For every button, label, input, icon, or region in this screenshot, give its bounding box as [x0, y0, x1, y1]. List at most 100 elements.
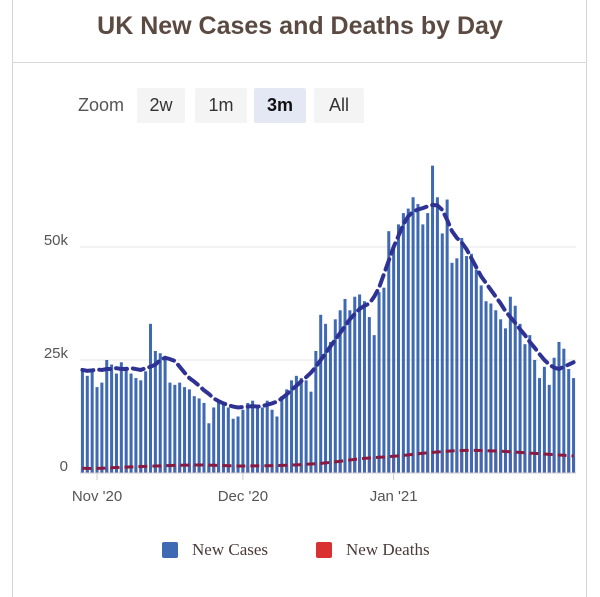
case-bar: [285, 389, 289, 473]
case-bar: [387, 231, 391, 473]
case-bar: [319, 314, 323, 473]
case-bar: [367, 317, 371, 473]
case-bar: [260, 407, 264, 473]
case-bar: [538, 378, 542, 473]
case-bar: [392, 247, 396, 473]
case-bar: [358, 294, 362, 473]
case-bar: [265, 400, 269, 473]
case-bar: [362, 301, 366, 473]
case-bar: [372, 335, 376, 473]
case-bar: [572, 378, 576, 473]
y-tick-label: 50k: [44, 232, 69, 249]
case-bar: [100, 382, 104, 473]
case-bar: [280, 396, 284, 473]
case-bar: [489, 303, 493, 473]
case-bar: [382, 287, 386, 473]
case-bar: [474, 269, 478, 473]
case-bar: [270, 409, 274, 473]
case-bar: [562, 348, 566, 473]
case-bar: [533, 360, 537, 473]
case-bar: [139, 380, 143, 473]
deaths-average-line: [82, 448, 574, 470]
legend-item-new-deaths[interactable]: New Deaths: [316, 540, 430, 560]
zoom-3m-button[interactable]: 3m: [254, 88, 306, 123]
case-bar: [255, 405, 259, 473]
case-bar: [197, 398, 201, 473]
case-bar: [469, 253, 473, 473]
zoom-1m-button[interactable]: 1m: [195, 88, 247, 123]
case-bar: [110, 364, 114, 473]
case-bar: [236, 416, 240, 473]
case-bar: [401, 213, 405, 473]
case-bar: [231, 418, 235, 473]
case-bar: [435, 197, 439, 473]
case-bar: [567, 369, 571, 473]
chart-title: UK New Cases and Deaths by Day: [97, 12, 503, 40]
case-bar: [149, 323, 153, 473]
case-bar: [90, 371, 94, 473]
case-bar: [246, 402, 250, 473]
x-tick-label: Dec '20: [218, 488, 268, 505]
case-bar: [416, 204, 420, 473]
case-bar: [431, 165, 435, 473]
case-bar: [129, 373, 133, 473]
frame-right-border: [586, 0, 587, 597]
case-bar: [221, 402, 225, 473]
case-bar: [226, 407, 230, 473]
legend-label-new-cases: New Cases: [192, 540, 269, 559]
case-bar: [217, 400, 221, 473]
zoom-all-button[interactable]: All: [314, 88, 364, 123]
case-bar: [552, 357, 556, 473]
case-bar: [124, 366, 128, 473]
new-deaths-swatch: [316, 542, 332, 558]
case-bar: [445, 199, 449, 473]
case-bar: [168, 382, 172, 473]
case-bar: [518, 323, 522, 473]
case-bar: [528, 335, 532, 473]
x-axis-labels: Nov '20 Dec '20 Jan '21: [72, 473, 418, 505]
cases-deaths-chart: 0 25k 50k Nov '20 Dec '20 Jan '21: [44, 165, 576, 505]
case-bar: [503, 328, 507, 473]
case-bar: [440, 233, 444, 473]
y-axis-labels: 0 25k 50k: [44, 232, 69, 475]
case-bar: [192, 396, 196, 473]
zoom-2w-button[interactable]: 2w: [137, 88, 185, 123]
case-bar: [465, 256, 469, 473]
case-bar: [484, 301, 488, 473]
case-bar: [158, 353, 162, 473]
case-bar: [513, 305, 517, 473]
legend-item-new-cases[interactable]: New Cases: [162, 540, 268, 560]
legend-label-new-deaths: New Deaths: [346, 540, 430, 559]
case-bar: [144, 371, 148, 473]
case-bar: [377, 292, 381, 473]
case-bar: [212, 407, 216, 473]
case-bar: [202, 402, 206, 473]
title-divider: [12, 62, 587, 63]
case-bar: [348, 310, 352, 473]
case-bar: [455, 258, 459, 473]
y-tick-label: 0: [60, 458, 68, 475]
case-bar: [299, 378, 303, 473]
frame-left-border: [12, 0, 13, 597]
case-bar: [80, 369, 84, 473]
case-bar: [333, 319, 337, 473]
case-bar: [324, 323, 328, 473]
case-bar: [353, 296, 357, 473]
case-bar: [183, 387, 187, 473]
y-tick-label: 25k: [44, 345, 69, 362]
case-bar: [173, 384, 177, 473]
case-bar: [494, 310, 498, 473]
case-bar: [314, 350, 318, 473]
case-bar: [309, 391, 313, 473]
case-bar: [114, 373, 118, 473]
case-bar: [119, 362, 123, 473]
case-bar: [406, 208, 410, 473]
case-bar: [411, 197, 415, 473]
case-bar: [134, 378, 138, 473]
case-bar: [542, 366, 546, 473]
case-bar: [421, 224, 425, 473]
case-bar: [508, 296, 512, 473]
case-bar: [251, 400, 255, 473]
case-bar: [328, 341, 332, 473]
case-bar: [523, 344, 527, 473]
